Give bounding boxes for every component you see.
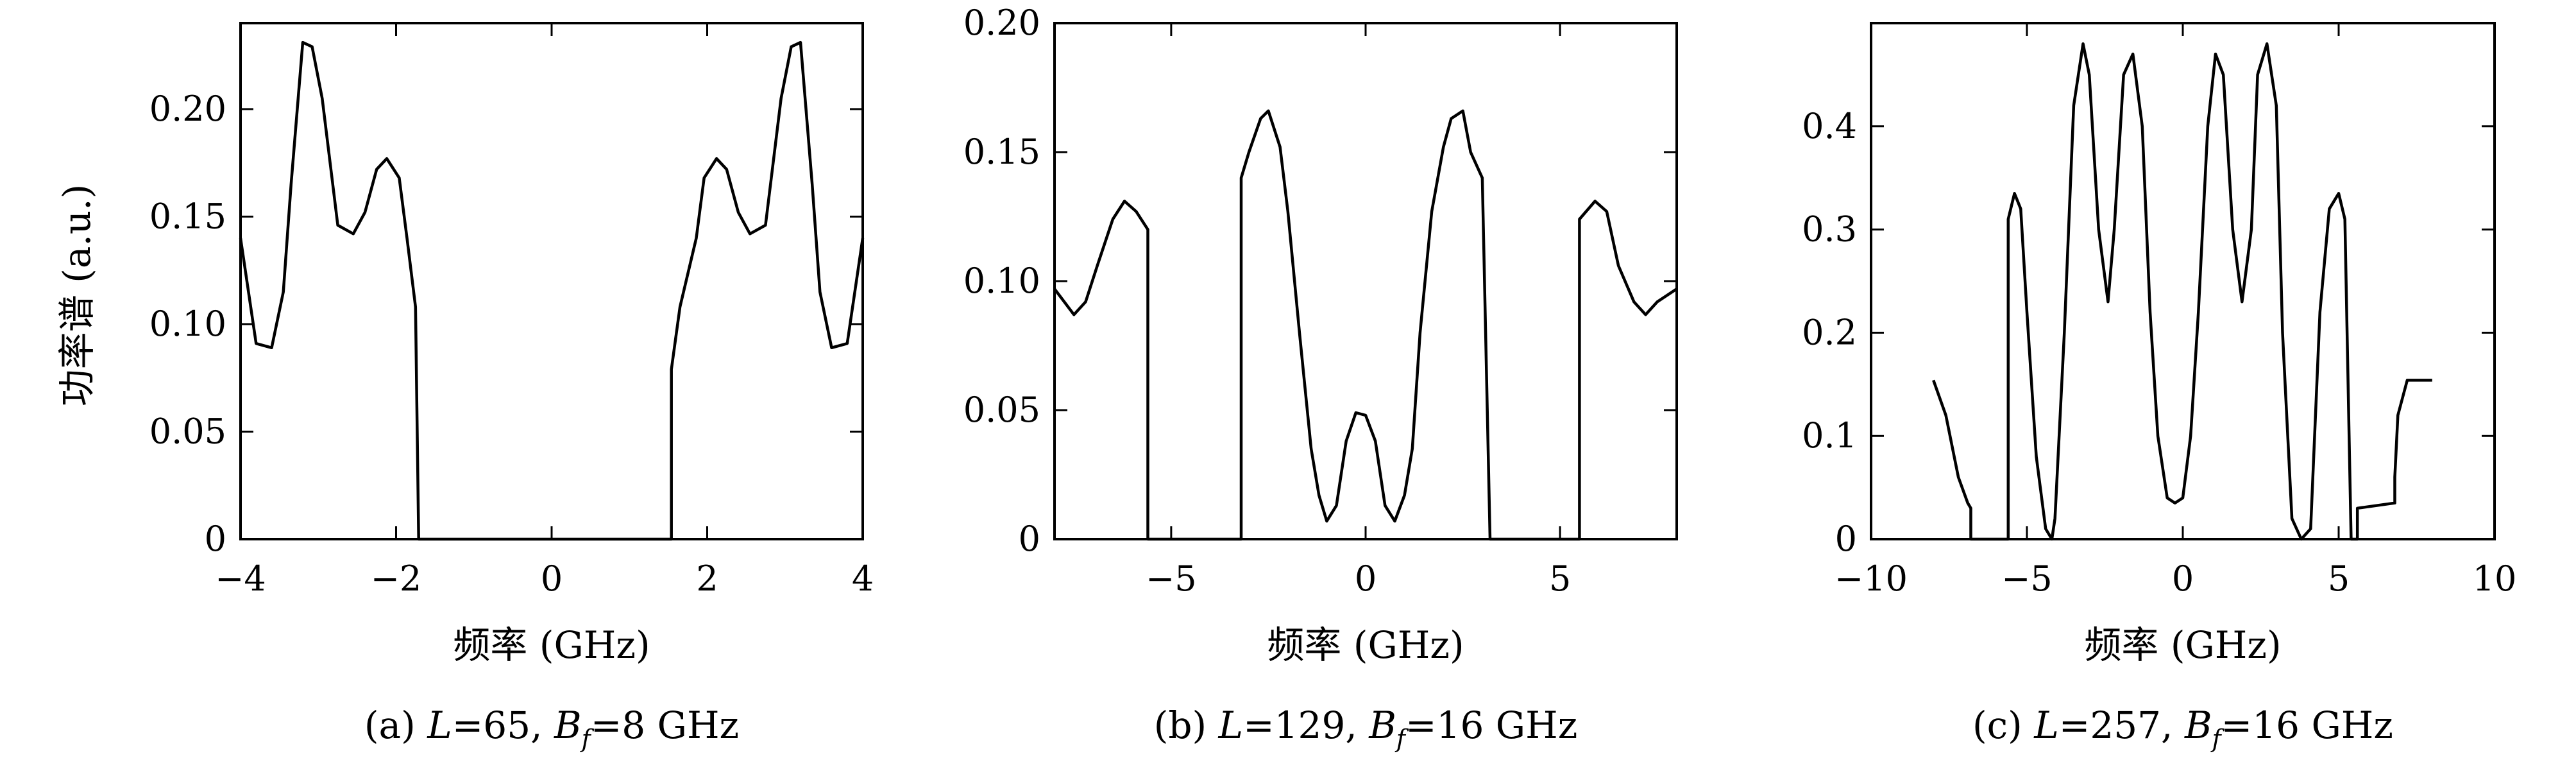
x-tick-label: −5: [2001, 558, 2053, 599]
x-tick-label: 0: [1355, 558, 1377, 599]
x-ticks: −4 −2 0 2 4: [215, 23, 874, 599]
plot-frame: [239, 22, 864, 540]
plot-frame: [1870, 22, 2496, 540]
x-ticks: −10 −5 0 5 10: [1835, 23, 2516, 599]
x-tick-label: 5: [2328, 558, 2350, 599]
x-tick-label: −5: [1146, 558, 1197, 599]
x-tick-label: −10: [1835, 558, 1908, 599]
x-tick-label: 0: [2172, 558, 2194, 599]
y-ticks: 0 0.05 0.10 0.15 0.20: [149, 89, 863, 559]
y-ticks: 0 0.1 0.2 0.3 0.4: [1802, 106, 2495, 559]
x-tick-label: 0: [541, 558, 563, 599]
x-tick-label: 10: [2473, 558, 2517, 599]
y-tick-label: 0.05: [963, 390, 1040, 430]
panel-c: 0 0.1 0.2 0.3 0.4 −10 −5 0 5 10 频率 (GHz) (c) L=2…: [1802, 22, 2516, 753]
panel-caption: (b) L=129, Bf=16 GHz: [1154, 703, 1578, 753]
y-tick-label: 0.10: [149, 304, 226, 344]
x-tick-label: −4: [215, 558, 266, 599]
x-axis-title: 频率 (GHz): [1267, 623, 1464, 667]
y-tick-label: 0: [205, 519, 226, 559]
panel-caption: (c) L=257, Bf=16 GHz: [1972, 703, 2393, 753]
y-tick-label: 0.20: [963, 3, 1040, 43]
series-line: [239, 40, 865, 541]
series-line: [1053, 109, 1678, 541]
x-tick-label: 2: [696, 558, 718, 599]
x-axis-title: 频率 (GHz): [453, 623, 650, 667]
y-tick-label: 0.20: [149, 89, 226, 129]
y-tick-label: 0.10: [963, 261, 1040, 301]
series-line: [1932, 42, 2432, 541]
x-tick-label: 5: [1549, 558, 1571, 599]
y-tick-label: 0.2: [1802, 312, 1857, 352]
y-axis-title: 功率谱 (a.u.): [55, 184, 99, 407]
y-ticks: 0 0.05 0.10 0.15 0.20: [963, 3, 1677, 559]
y-tick-label: 0.1: [1802, 415, 1857, 456]
panel-b: 0 0.05 0.10 0.15 0.20 −5 0 5 频率 (GHz) (b) L=12…: [963, 3, 1678, 753]
x-tick-label: 4: [852, 558, 874, 599]
panel-caption: (a) L=65, Bf=8 GHz: [364, 703, 739, 753]
x-ticks: −5 0 5: [1146, 23, 1571, 599]
y-tick-label: 0: [1019, 519, 1040, 559]
y-tick-label: 0.15: [149, 196, 226, 237]
y-tick-label: 0.05: [149, 411, 226, 452]
panel-a: 0 0.05 0.10 0.15 0.20 −4 −2 0 2 4 频率 (GHz) (a) L…: [149, 22, 874, 753]
y-tick-label: 0.3: [1802, 209, 1857, 250]
y-tick-label: 0.15: [963, 132, 1040, 172]
y-tick-label: 0: [1835, 519, 1857, 559]
x-tick-label: −2: [371, 558, 422, 599]
y-tick-label: 0.4: [1802, 106, 1857, 146]
x-axis-title: 频率 (GHz): [2084, 623, 2281, 667]
